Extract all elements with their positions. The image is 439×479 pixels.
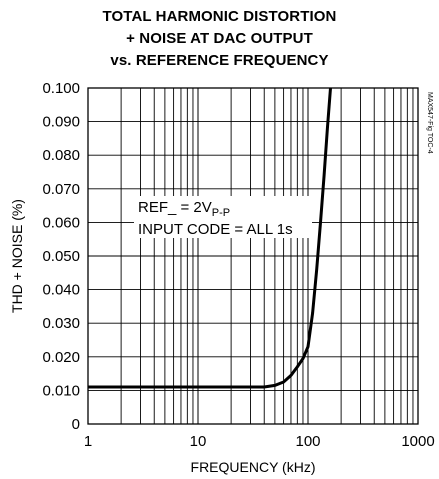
chart-title-line-1: TOTAL HARMONIC DISTORTION (102, 8, 337, 25)
annotation-reference-line: REF_ = 2VP-P (138, 199, 230, 219)
y-tick-label: 0.040 (42, 282, 80, 299)
thd-noise-curve (88, 87, 332, 389)
x-axis-label: FREQUENCY (kHz) (191, 459, 316, 475)
annotation-background (134, 196, 312, 238)
chart-title-line-2: + NOISE AT DAC OUTPUT (126, 30, 313, 47)
y-tick-label: 0.010 (42, 382, 80, 399)
x-tick-label: 100 (295, 433, 320, 450)
chart-title-line-3: vs. REFERENCE FREQUENCY (110, 52, 329, 69)
figure-id: MAX547-Fig TOC-4 (426, 92, 433, 154)
y-tick-label: 0.100 (42, 80, 80, 97)
y-tick-label: 0.080 (42, 147, 80, 164)
y-tick-label: 0.060 (42, 214, 80, 231)
y-tick-label: 0.030 (42, 315, 80, 332)
annotation-ref-main: REF_ = 2V (138, 199, 212, 216)
annotation-input-code-line: INPUT CODE = ALL 1s (138, 221, 293, 238)
plot-frame (87, 87, 419, 425)
y-tick-labels: 0 0.010 0.020 0.030 0.040 0.050 0.060 0.070 0.08… (42, 80, 80, 433)
x-tick-label: 1000 (401, 433, 434, 450)
y-axis-label: THD + NOISE (%) (9, 199, 25, 313)
y-tick-label: 0 (72, 416, 80, 433)
y-tick-label: 0.070 (42, 181, 80, 198)
x-tick-label: 1 (84, 433, 92, 450)
annotation-ref-subscript: P-P (212, 207, 230, 219)
x-tick-label: 10 (190, 433, 207, 450)
y-tick-label: 0.050 (42, 248, 80, 265)
y-tick-label: 0.020 (42, 349, 80, 366)
y-tick-label: 0.090 (42, 114, 80, 131)
chart-grid (88, 88, 418, 424)
x-tick-labels: 1 10 100 1000 (84, 433, 435, 450)
